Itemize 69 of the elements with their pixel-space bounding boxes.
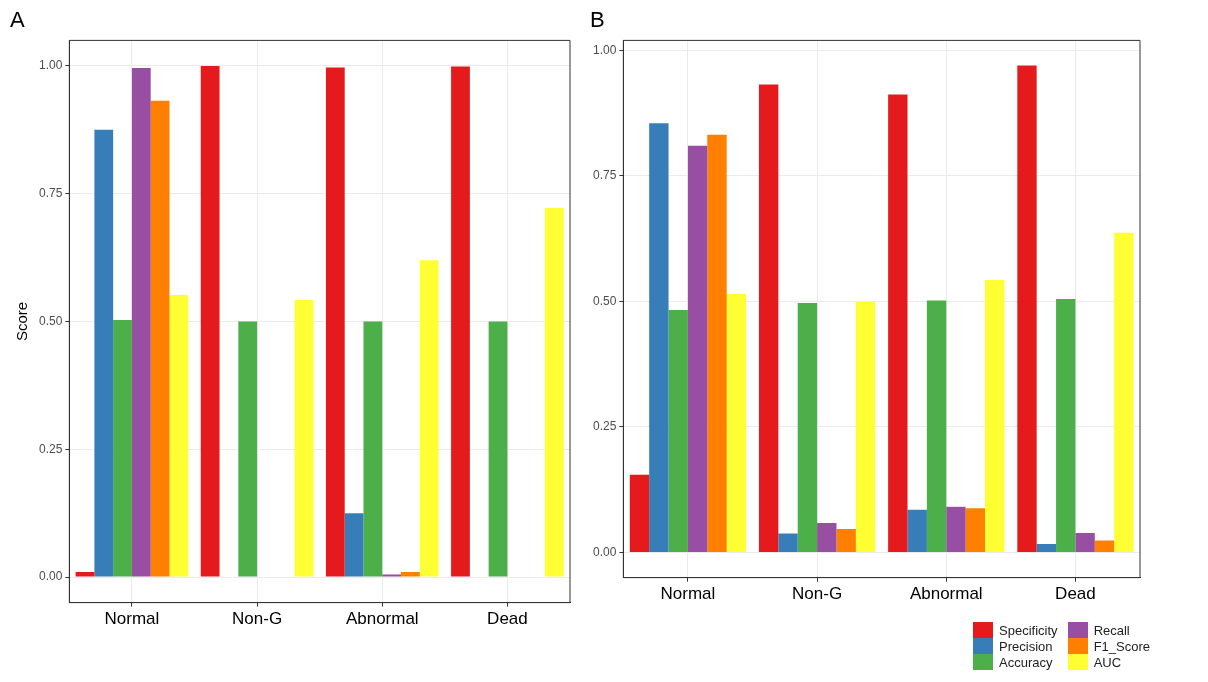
bar [778,533,798,552]
y-tick-label: 0.00 [39,569,63,584]
y-tick-label: 1.00 [593,42,617,57]
chart-title: A [10,7,25,33]
x-tick-label: Dead [1055,584,1096,604]
x-tick-label: Non-G [792,584,843,604]
chart-title: B [590,7,605,33]
bar [451,66,470,577]
y-tick-label: 1.00 [39,58,63,73]
y-tick-label: 0.25 [39,441,63,456]
bar [200,65,220,577]
x-tick-label: Abnormal [345,609,419,629]
bar [965,508,986,552]
bar [382,574,402,577]
bar [544,208,564,577]
bar [687,145,708,552]
y-tick-label: 0.75 [593,168,617,183]
legend-label: Specificity [999,622,1058,638]
bar [238,321,258,577]
bar [629,474,650,552]
bar [150,100,170,577]
x-tick-label: Normal [660,584,716,604]
bar [1017,65,1037,552]
x-tick-label: Dead [487,609,528,629]
y-axis-title: Score [13,301,31,342]
bar [401,571,420,577]
y-tick-label: 0.00 [593,544,617,559]
bar [75,571,95,577]
bar [1036,543,1057,552]
bar [419,260,439,577]
bar [363,321,383,577]
x-tick-label: Abnormal [909,584,983,604]
bar [169,294,189,577]
bar [888,94,908,552]
bar [855,301,876,552]
x-tick-label: Non-G [232,609,283,629]
bar [758,84,779,552]
bar [926,300,947,552]
bar [668,310,688,552]
bar [325,67,345,577]
bar [113,319,132,577]
bar [836,528,856,552]
legend-label: Recall [1093,622,1130,638]
bar [649,123,669,552]
bar [707,134,727,552]
x-tick-label: Normal [104,609,160,629]
bar [294,300,314,577]
bar [726,293,747,552]
bar [344,513,364,577]
bar [1075,532,1095,552]
bar [94,129,114,577]
bar [1114,232,1134,552]
bar [797,302,818,552]
bar [817,522,837,552]
bar [131,68,151,577]
bar [946,506,966,552]
y-tick-label: 0.50 [39,313,63,328]
bar [907,509,927,552]
legend-label: F1_Score [1093,638,1150,654]
legend-label: Precision [999,638,1053,654]
bar [1094,540,1115,552]
legend-label: Accuracy [999,654,1053,670]
bar [488,321,508,577]
y-tick-label: 0.50 [593,293,617,308]
y-tick-label: 0.75 [39,186,63,201]
y-tick-label: 0.25 [593,419,617,434]
bar [1056,298,1076,552]
legend-label: AUC [1093,654,1122,670]
bar [985,279,1005,552]
